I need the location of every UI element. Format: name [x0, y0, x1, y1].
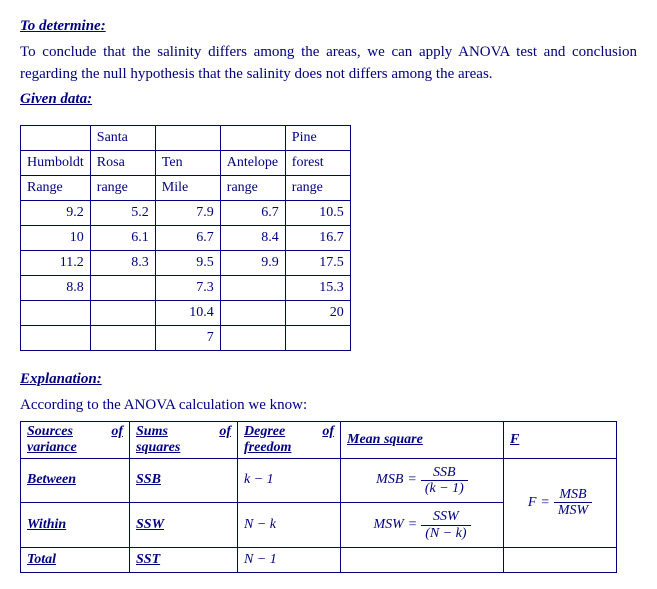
table-row: Sources of variance Sums of squares Degr…	[21, 421, 617, 458]
hdr-of: of	[322, 424, 334, 440]
cell	[220, 276, 285, 301]
cell: 6.7	[220, 201, 285, 226]
frac-den: (k − 1)	[421, 481, 468, 496]
cell: 9.2	[21, 201, 91, 226]
equals: =	[408, 517, 417, 533]
col-header: Santa	[90, 126, 155, 151]
heading-to-determine: To determine:	[20, 16, 637, 38]
cell	[90, 276, 155, 301]
df-total: N − 1	[244, 552, 277, 567]
frac-num: SSB	[421, 465, 468, 481]
table-row: 8.8 7.3 15.3	[21, 276, 351, 301]
col-header: Range	[21, 176, 91, 201]
table-row: Total SST N − 1	[21, 548, 617, 573]
df-between: k − 1	[244, 472, 274, 487]
hdr-freedom: freedom	[244, 440, 291, 455]
according-text: According to the ANOVA calculation we kn…	[20, 395, 637, 417]
table-row: Range range Mile range range	[21, 176, 351, 201]
hdr-squares: squares	[136, 440, 180, 455]
hdr-sums: Sums	[136, 424, 168, 440]
hdr-mean-square: Mean square	[347, 432, 423, 447]
cell: 5.2	[90, 201, 155, 226]
hdr-variance: variance	[27, 440, 77, 455]
col-header: range	[285, 176, 350, 201]
anova-table: Sources of variance Sums of squares Degr…	[20, 421, 617, 574]
col-header: Humboldt	[21, 151, 91, 176]
col-header: range	[90, 176, 155, 201]
ss-total: SST	[136, 552, 160, 567]
cell: 16.7	[285, 226, 350, 251]
heading-explanation: Explanation:	[20, 369, 637, 391]
cell: 10	[21, 226, 91, 251]
frac-num: MSB	[554, 487, 592, 503]
cell: 10.4	[155, 301, 220, 326]
cell: 9.5	[155, 251, 220, 276]
hdr-f: F	[510, 432, 519, 447]
frac-den: (N − k)	[421, 526, 470, 541]
cell: 7	[155, 326, 220, 351]
col-header: range	[220, 176, 285, 201]
table-row: Humboldt Rosa Ten Antelope forest	[21, 151, 351, 176]
hdr-sources: Sources	[27, 424, 73, 440]
formula-msb: MSB = SSB (k − 1)	[347, 463, 497, 499]
lhs: MSW	[373, 517, 403, 533]
cell	[21, 301, 91, 326]
cell	[90, 301, 155, 326]
cell	[21, 326, 91, 351]
ss-within: SSW	[136, 517, 164, 532]
cell: 7.9	[155, 201, 220, 226]
col-header: Ten	[155, 151, 220, 176]
formula-f: F = MSB MSW	[510, 485, 610, 521]
table-row: 7	[21, 326, 351, 351]
table-row: 10.4 20	[21, 301, 351, 326]
formula-msw: MSW = SSW (N − k)	[347, 507, 497, 543]
row-within: Within	[27, 517, 66, 532]
df-within: N − k	[244, 517, 276, 532]
frac-den: MSW	[554, 503, 592, 518]
frac-num: SSW	[421, 509, 470, 525]
heading-given-data: Given data:	[20, 89, 637, 111]
equals: =	[407, 472, 416, 488]
cell: 20	[285, 301, 350, 326]
col-header: forest	[285, 151, 350, 176]
cell: 10.5	[285, 201, 350, 226]
cell: 6.1	[90, 226, 155, 251]
cell: 17.5	[285, 251, 350, 276]
col-header: Pine	[285, 126, 350, 151]
table-row: Santa Pine	[21, 126, 351, 151]
cell: 8.8	[21, 276, 91, 301]
cell: 6.7	[155, 226, 220, 251]
equals: =	[540, 495, 549, 511]
col-header: Rosa	[90, 151, 155, 176]
table-row: 10 6.1 6.7 8.4 16.7	[21, 226, 351, 251]
intro-text: To conclude that the salinity differs am…	[20, 42, 637, 86]
row-between: Between	[27, 472, 76, 487]
hdr-degree: Degree	[244, 424, 285, 440]
data-table: Santa Pine Humboldt Rosa Ten Antelope fo…	[20, 125, 351, 351]
hdr-of: of	[111, 424, 123, 440]
cell: 7.3	[155, 276, 220, 301]
cell	[220, 301, 285, 326]
cell: 8.4	[220, 226, 285, 251]
table-row: 11.2 8.3 9.5 9.9 17.5	[21, 251, 351, 276]
ss-between: SSB	[136, 472, 161, 487]
cell	[90, 326, 155, 351]
col-header: Mile	[155, 176, 220, 201]
cell: 11.2	[21, 251, 91, 276]
table-row: 9.2 5.2 7.9 6.7 10.5	[21, 201, 351, 226]
lhs: F	[528, 495, 537, 511]
lhs: MSB	[376, 472, 403, 488]
table-row: Between SSB k − 1 MSB = SSB (k − 1) F = …	[21, 458, 617, 503]
row-total: Total	[27, 552, 56, 567]
cell: 15.3	[285, 276, 350, 301]
cell	[285, 326, 350, 351]
cell	[220, 326, 285, 351]
cell: 8.3	[90, 251, 155, 276]
col-header: Antelope	[220, 151, 285, 176]
cell: 9.9	[220, 251, 285, 276]
hdr-of: of	[219, 424, 231, 440]
